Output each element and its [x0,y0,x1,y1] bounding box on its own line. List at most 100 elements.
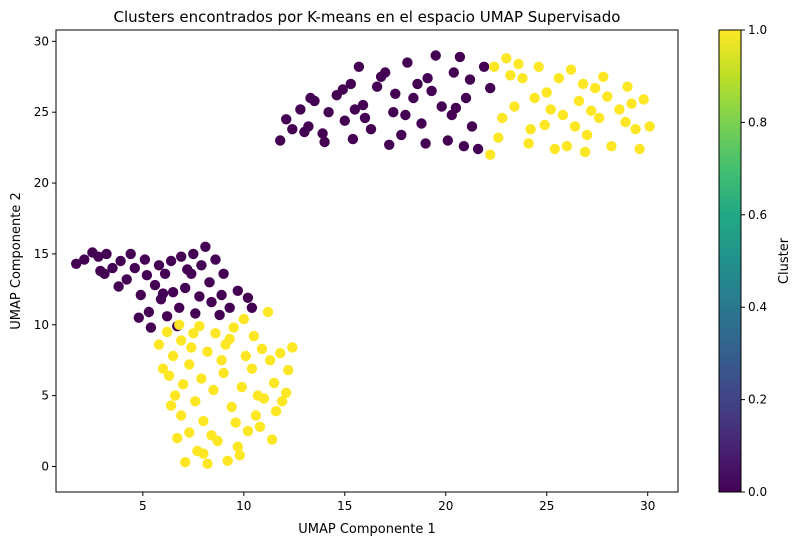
scatter-point-cluster-1 [240,350,251,362]
scatter-point-cluster-0 [402,57,413,68]
scatter-point-cluster-0 [218,268,229,279]
scatter-point-cluster-1 [264,355,276,366]
scatter-point-cluster-1 [252,390,264,401]
scatter-point-cluster-0 [319,136,330,148]
scatter-point-cluster-0 [71,258,82,269]
scatter-point-cluster-0 [204,277,215,288]
scatter-point-cluster-1 [634,143,645,155]
scatter-point-cluster-0 [299,126,310,138]
scatter-point-cluster-1 [250,410,262,421]
scatter-point-cluster-0 [317,128,328,139]
scatter-point-cluster-1 [614,104,625,115]
scatter-point-cluster-1 [224,333,235,345]
scatter-point-cluster-0 [159,268,171,279]
scatter-point-cluster-0 [472,143,484,155]
colorbar-tick-label: 0.2 [748,393,767,407]
scatter-point-cluster-1 [216,355,227,366]
scatter-point-cluster-0 [371,81,383,92]
scatter-point-cluster-1 [598,71,609,83]
scatter-point-cluster-0 [365,124,377,135]
colorbar-tick-label: 0.0 [748,485,767,499]
scatter-point-cluster-0 [375,71,387,83]
scatter-point-cluster-1 [541,87,552,98]
scatter-point-cluster-0 [454,51,466,63]
scatter-point-cluster-1 [194,321,205,332]
scatter-point-cluster-0 [167,287,179,298]
scatter-point-cluster-1 [283,364,294,376]
scatter-point-cluster-1 [626,98,637,109]
scatter-point-cluster-0 [464,74,476,85]
scatter-point-cluster-0 [420,138,431,149]
scatter-point-cluster-1 [489,61,500,72]
scatter-point-cluster-0 [157,288,169,299]
scatter-point-cluster-1 [606,141,617,152]
scatter-point-cluster-0 [141,270,153,281]
scatter-point-cluster-0 [194,291,205,302]
y-tick-label: 0 [41,459,49,473]
scatter-point-cluster-1 [234,450,245,461]
scatter-point-cluster-1 [579,146,591,158]
scatter-point-cluster-0 [305,92,316,104]
scatter-point-cluster-1 [248,330,260,342]
scatter-point-cluster-1 [529,92,540,104]
scatter-point-cluster-0 [400,109,411,121]
scatter-point-cluster-0 [174,302,185,313]
scatter-point-cluster-0 [390,88,401,100]
scatter-point-cluster-0 [485,82,496,94]
scatter-point-cluster-1 [198,415,209,427]
scatter-point-cluster-1 [577,78,589,90]
scatter-point-cluster-0 [242,292,254,303]
scatter-point-cluster-1 [206,430,217,441]
scatter-point-cluster-1 [539,119,550,131]
scatter-point-cluster-0 [359,112,371,124]
scatter-point-cluster-1 [277,396,288,407]
scatter-point-cluster-1 [222,455,233,466]
scatter-point-cluster-1 [196,373,207,384]
scatter-point-cluster-1 [485,149,496,160]
scatter-point-cluster-1 [174,319,185,330]
scatter-point-cluster-0 [216,289,227,301]
y-tick-label: 25 [34,105,49,119]
scatter-point-cluster-1 [254,421,266,432]
scatter-point-cluster-1 [644,121,655,132]
scatter-point-cluster-1 [581,129,593,141]
scatter-point-cluster-0 [408,92,419,104]
scatter-point-cluster-1 [557,109,569,121]
scatter-point-cluster-1 [573,95,585,107]
scatter-point-cluster-1 [620,116,631,128]
y-tick-label: 5 [41,389,49,403]
scatter-point-cluster-0 [448,67,459,78]
scatter-point-cluster-1 [505,70,516,81]
scatter-point-cluster-0 [323,107,334,118]
scatter-point-cluster-1 [210,328,221,339]
scatter-point-cluster-1 [232,441,243,452]
scatter-point-cluster-0 [347,133,359,145]
scatter-point-cluster-0 [388,107,399,118]
scatter-point-cluster-0 [210,254,221,265]
scatter-point-cluster-0 [232,285,243,296]
scatter-point-cluster-0 [466,121,478,132]
scatter-point-cluster-0 [412,78,423,90]
plot-frame [55,29,679,493]
scatter-point-cluster-0 [161,311,173,322]
scatter-point-cluster-1 [523,138,534,149]
colorbar-label: Cluster [777,237,792,284]
scatter-point-cluster-0 [214,309,225,321]
scatter-point-cluster-0 [182,264,193,275]
colorbar-tick-label: 0.8 [748,115,767,129]
scatter-point-cluster-1 [184,427,195,438]
scatter-point-cluster-1 [509,101,520,112]
scatter-point-cluster-0 [139,254,151,265]
scatter-point-cluster-1 [553,73,565,84]
scatter-point-cluster-0 [416,118,427,129]
scatter-point-cluster-1 [188,328,199,339]
scatter-point-cluster-1 [153,339,165,350]
scatter-point-cluster-0 [79,254,90,265]
colorbar-tick-label: 0.4 [748,300,767,314]
scatter-point-cluster-0 [450,102,462,114]
scatter-point-cluster-1 [218,367,229,379]
scatter-point-cluster-0 [176,251,187,262]
scatter-point-cluster-1 [256,343,268,355]
scatter-point-cluster-1 [226,401,237,413]
